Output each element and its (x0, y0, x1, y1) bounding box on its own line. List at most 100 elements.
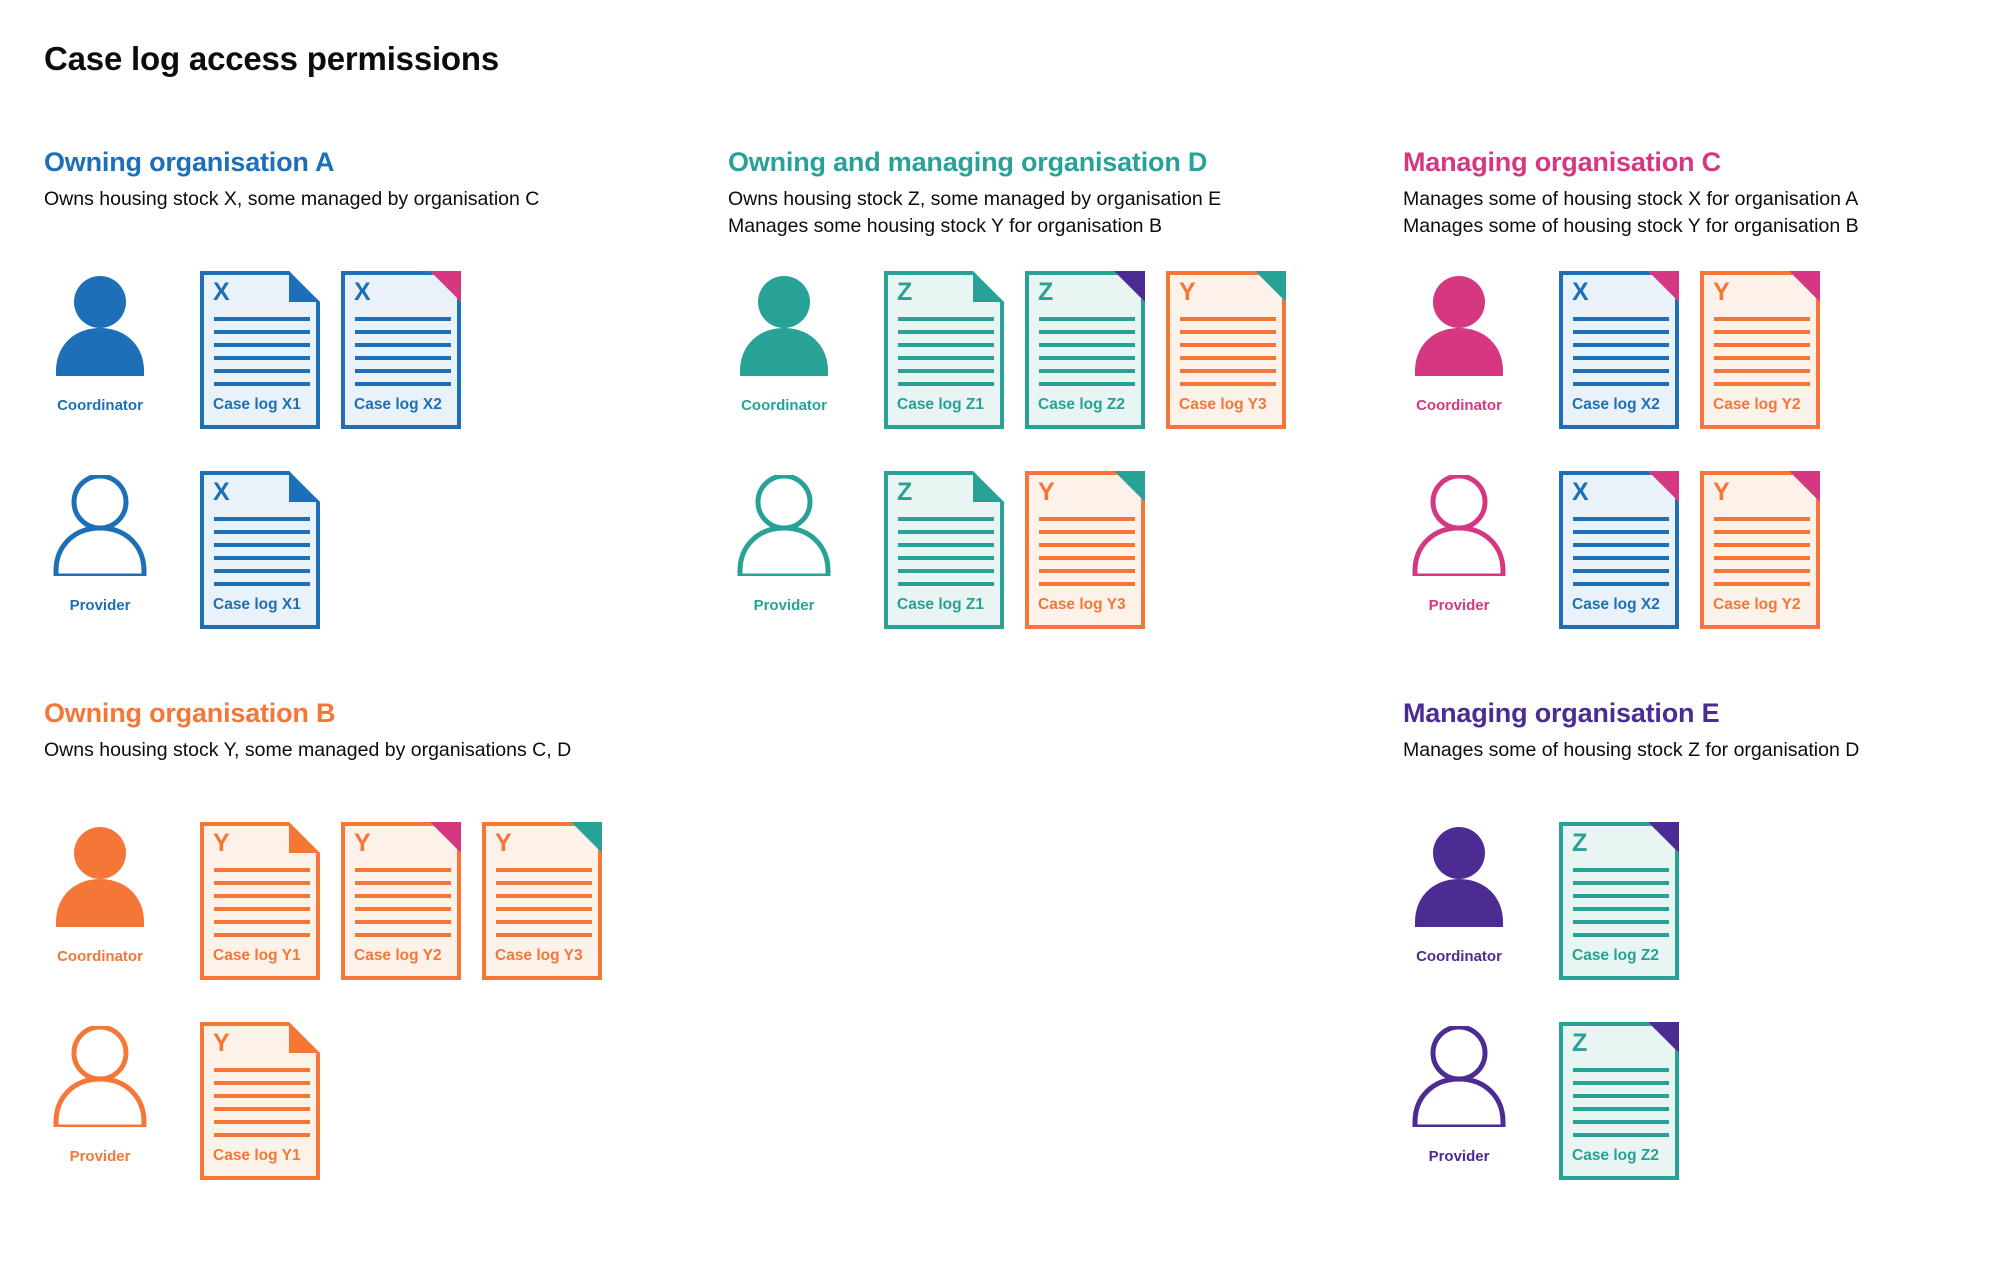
provider-block: Provider (728, 471, 840, 629)
document-text-lines (355, 317, 451, 395)
text-line (214, 907, 310, 911)
case-log-label: Case log Y2 (354, 947, 442, 964)
text-line (355, 317, 451, 321)
text-line (1573, 881, 1669, 885)
text-line (898, 582, 994, 586)
permission-rows: Coordinator Y Case log Y1 Y Case log Y2 Y Case… (44, 822, 716, 1180)
text-line (898, 517, 994, 521)
section-heading: Owning organisation A (44, 147, 335, 177)
section-description: Owns housing stock X, some managed by or… (44, 186, 716, 242)
text-line (898, 382, 994, 386)
text-line (1714, 556, 1810, 560)
text-line (1714, 569, 1810, 573)
coordinator-block: Coordinator (728, 271, 840, 429)
text-line (1573, 517, 1669, 521)
folded-corner-icon (289, 1022, 320, 1053)
text-line (214, 582, 310, 586)
coordinator-person-icon (56, 276, 144, 376)
text-line (214, 369, 310, 373)
text-line (355, 920, 451, 924)
stock-letter: Z (1572, 829, 1588, 857)
document-text-lines (214, 1068, 310, 1146)
text-line (1573, 1068, 1669, 1072)
document-text-lines (1039, 317, 1135, 395)
stock-letter: Y (1179, 278, 1196, 306)
coordinator-label: Coordinator (57, 397, 143, 414)
document-text-lines (1573, 517, 1669, 595)
section-heading: Managing organisation E (1403, 698, 1720, 728)
text-line (898, 543, 994, 547)
case-log-document: Y Case log Y1 (200, 1022, 320, 1180)
section-heading: Owning and managing organisation D (728, 147, 1208, 177)
text-line (355, 356, 451, 360)
case-log-label: Case log Y1 (213, 1147, 301, 1164)
text-line (898, 317, 994, 321)
folded-corner-icon (973, 471, 1004, 502)
document-text-lines (1714, 317, 1810, 395)
text-line (355, 868, 451, 872)
coordinator-block: Coordinator (1403, 271, 1515, 429)
text-line (214, 543, 310, 547)
text-line (1039, 582, 1135, 586)
text-line (355, 343, 451, 347)
text-line (1573, 330, 1669, 334)
text-line (898, 556, 994, 560)
permission-rows: Coordinator Z Case log Z1 Z Case log Z2 Y Case… (728, 271, 1400, 629)
coordinator-row: Coordinator X Case log X2 Y Case log Y2 (1403, 271, 2000, 429)
stock-letter: X (213, 478, 230, 506)
text-line (898, 530, 994, 534)
text-line (1714, 517, 1810, 521)
case-log-label: Case log Y3 (495, 947, 583, 964)
provider-row: Provider Z Case log Z1 Y Case log Y3 (728, 471, 1400, 629)
text-line (214, 517, 310, 521)
text-line (214, 1081, 310, 1085)
stock-letter: X (1572, 278, 1589, 306)
text-line (1573, 933, 1669, 937)
text-line (1714, 543, 1810, 547)
folded-corner-icon (289, 271, 320, 302)
case-log-document: Z Case log Z1 (884, 271, 1004, 429)
text-line (214, 356, 310, 360)
folded-corner-icon (973, 271, 1004, 302)
text-line (1180, 356, 1276, 360)
text-line (1573, 369, 1669, 373)
permission-rows: Coordinator X Case log X1 X Case log X2 Provi… (44, 271, 716, 629)
folded-corner-icon (289, 822, 320, 853)
document-page (341, 271, 461, 429)
coordinator-person-icon (56, 827, 144, 927)
case-log-document: Z Case log Z2 (1025, 271, 1145, 429)
document-text-lines (214, 317, 310, 395)
stock-letter: Y (213, 1029, 230, 1057)
section-heading: Managing organisation C (1403, 147, 1721, 177)
text-line (1714, 356, 1810, 360)
case-log-document: X Case log X2 (1559, 471, 1679, 629)
coordinator-row: Coordinator X Case log X1 X Case log X2 (44, 271, 716, 429)
text-line (1573, 582, 1669, 586)
coordinator-row: Coordinator Y Case log Y1 Y Case log Y2 Y Case… (44, 822, 716, 980)
provider-label: Provider (1428, 1148, 1490, 1165)
document-text-lines (355, 868, 451, 946)
text-line (214, 1094, 310, 1098)
provider-person-icon (53, 475, 147, 576)
coordinator-label: Coordinator (741, 397, 827, 414)
folded-corner-icon (289, 471, 320, 502)
case-log-label: Case log Y2 (1713, 396, 1801, 413)
provider-block: Provider (44, 1022, 156, 1180)
document-page (341, 822, 461, 980)
text-line (1573, 868, 1669, 872)
provider-block: Provider (1403, 1022, 1515, 1180)
text-line (1573, 1094, 1669, 1098)
case-log-document: Y Case log Y3 (1025, 471, 1145, 629)
stock-letter: Y (354, 829, 371, 857)
text-line (1573, 1107, 1669, 1111)
stock-letter: Z (897, 478, 913, 506)
case-log-document: Y Case log Y2 (341, 822, 461, 980)
text-line (1573, 343, 1669, 347)
document-page (1700, 471, 1820, 629)
document-page (482, 822, 602, 980)
stock-letter: Y (495, 829, 512, 857)
stock-letter: Y (213, 829, 230, 857)
text-line (1573, 1133, 1669, 1137)
description-line: Manages some of housing stock X for orga… (1403, 188, 1859, 210)
text-line (898, 569, 994, 573)
